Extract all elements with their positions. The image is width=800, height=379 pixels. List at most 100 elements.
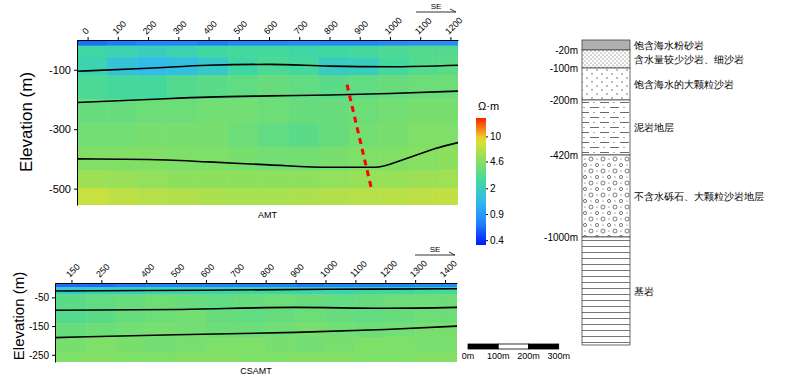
tick-label: -300 xyxy=(49,123,71,135)
tick-label: 400 xyxy=(201,19,219,37)
cell xyxy=(236,323,266,337)
x-axis: 0100200300400500600700800900100011001200 xyxy=(78,15,465,40)
tick-mark xyxy=(450,37,451,40)
tick-mark xyxy=(236,280,237,283)
tick: -50 xyxy=(35,292,55,303)
tick: 250 xyxy=(94,262,112,283)
cell xyxy=(379,171,409,189)
tick-label: 200 xyxy=(141,19,159,37)
tick-mark xyxy=(206,280,207,283)
tick: 700 xyxy=(292,19,310,40)
cell xyxy=(325,352,355,362)
cell xyxy=(206,338,236,352)
tick: 400 xyxy=(139,262,157,283)
y-axis: -50-150-250 xyxy=(29,284,56,363)
tick-mark xyxy=(52,355,55,356)
cell xyxy=(206,352,236,362)
cell xyxy=(137,189,167,205)
plot-area xyxy=(77,40,458,205)
cell xyxy=(379,76,409,100)
scale-bar: 0m100m200m300m xyxy=(462,344,570,361)
cell xyxy=(289,46,319,58)
axis-line xyxy=(55,284,56,363)
cell xyxy=(349,76,379,100)
cell xyxy=(198,171,228,189)
tick: -100 xyxy=(49,64,77,76)
tick: 500 xyxy=(169,262,187,283)
tick-mark xyxy=(329,37,330,40)
tick-label: 700 xyxy=(292,19,310,37)
tick: 800 xyxy=(258,262,276,283)
tick-label: 150 xyxy=(64,262,82,280)
tick-mark xyxy=(101,280,102,283)
cell xyxy=(289,58,319,76)
tick: 1400 xyxy=(438,258,459,283)
cell xyxy=(266,338,296,352)
panel-name: CSAMT xyxy=(240,366,272,376)
tick: 700 xyxy=(229,262,247,283)
cell xyxy=(258,58,288,76)
tick: 600 xyxy=(199,262,217,283)
tick-mark xyxy=(71,280,72,283)
colorbar-tick xyxy=(486,214,488,215)
cell xyxy=(325,294,355,308)
cell xyxy=(77,171,107,189)
plot-area xyxy=(55,283,457,362)
cell xyxy=(55,352,86,362)
cell xyxy=(228,189,258,205)
cell xyxy=(445,352,457,362)
cell xyxy=(349,189,379,205)
cell xyxy=(168,46,198,58)
tick-label: 500 xyxy=(169,262,187,280)
cell xyxy=(146,352,176,362)
tick: 1000 xyxy=(383,15,404,40)
tick-label: 800 xyxy=(258,262,276,280)
cell xyxy=(55,294,86,308)
cell xyxy=(55,338,86,352)
cell xyxy=(77,46,107,58)
tick: 0 xyxy=(80,26,91,40)
cell xyxy=(86,309,116,323)
cell xyxy=(410,147,440,171)
cell xyxy=(198,99,228,123)
strat-depth-label: -100m xyxy=(550,63,578,74)
tick-mark xyxy=(146,280,147,283)
boundary-line xyxy=(77,91,458,102)
cell xyxy=(319,46,349,58)
cell xyxy=(289,189,319,205)
cell xyxy=(168,123,198,147)
tick-label: 1100 xyxy=(413,16,434,37)
cell xyxy=(440,171,458,189)
tick: -250 xyxy=(29,350,55,361)
strat-layer xyxy=(582,50,630,68)
colorbar-tick-label: 10 xyxy=(490,131,502,142)
cell xyxy=(410,99,440,123)
direction-label: SE xyxy=(430,245,441,254)
cell xyxy=(319,99,349,123)
cell xyxy=(116,352,146,362)
colorbar-tick xyxy=(486,240,488,241)
axis-line xyxy=(77,41,78,206)
cell xyxy=(355,294,385,308)
tick: 200 xyxy=(141,19,159,40)
tick-mark xyxy=(239,37,240,40)
scale-bar-label: 300m xyxy=(547,351,570,361)
cell xyxy=(137,123,167,147)
strat-depth-label: -20m xyxy=(555,45,578,56)
cell xyxy=(228,171,258,189)
scale-bar-segment xyxy=(528,344,558,349)
tick-label: 900 xyxy=(288,262,306,280)
cell xyxy=(319,171,349,189)
cell xyxy=(385,309,415,323)
tick-mark xyxy=(74,189,77,190)
tick-label: -500 xyxy=(49,183,71,195)
tick-label: 250 xyxy=(94,262,112,280)
cell xyxy=(379,99,409,123)
tick: 800 xyxy=(322,19,340,40)
cell xyxy=(228,99,258,123)
scale-bar-segment xyxy=(498,344,528,349)
tick-label: 900 xyxy=(352,19,370,37)
panel-name: AMT xyxy=(258,210,278,220)
cell xyxy=(168,189,198,205)
strat-depth-label: -420m xyxy=(550,150,578,161)
